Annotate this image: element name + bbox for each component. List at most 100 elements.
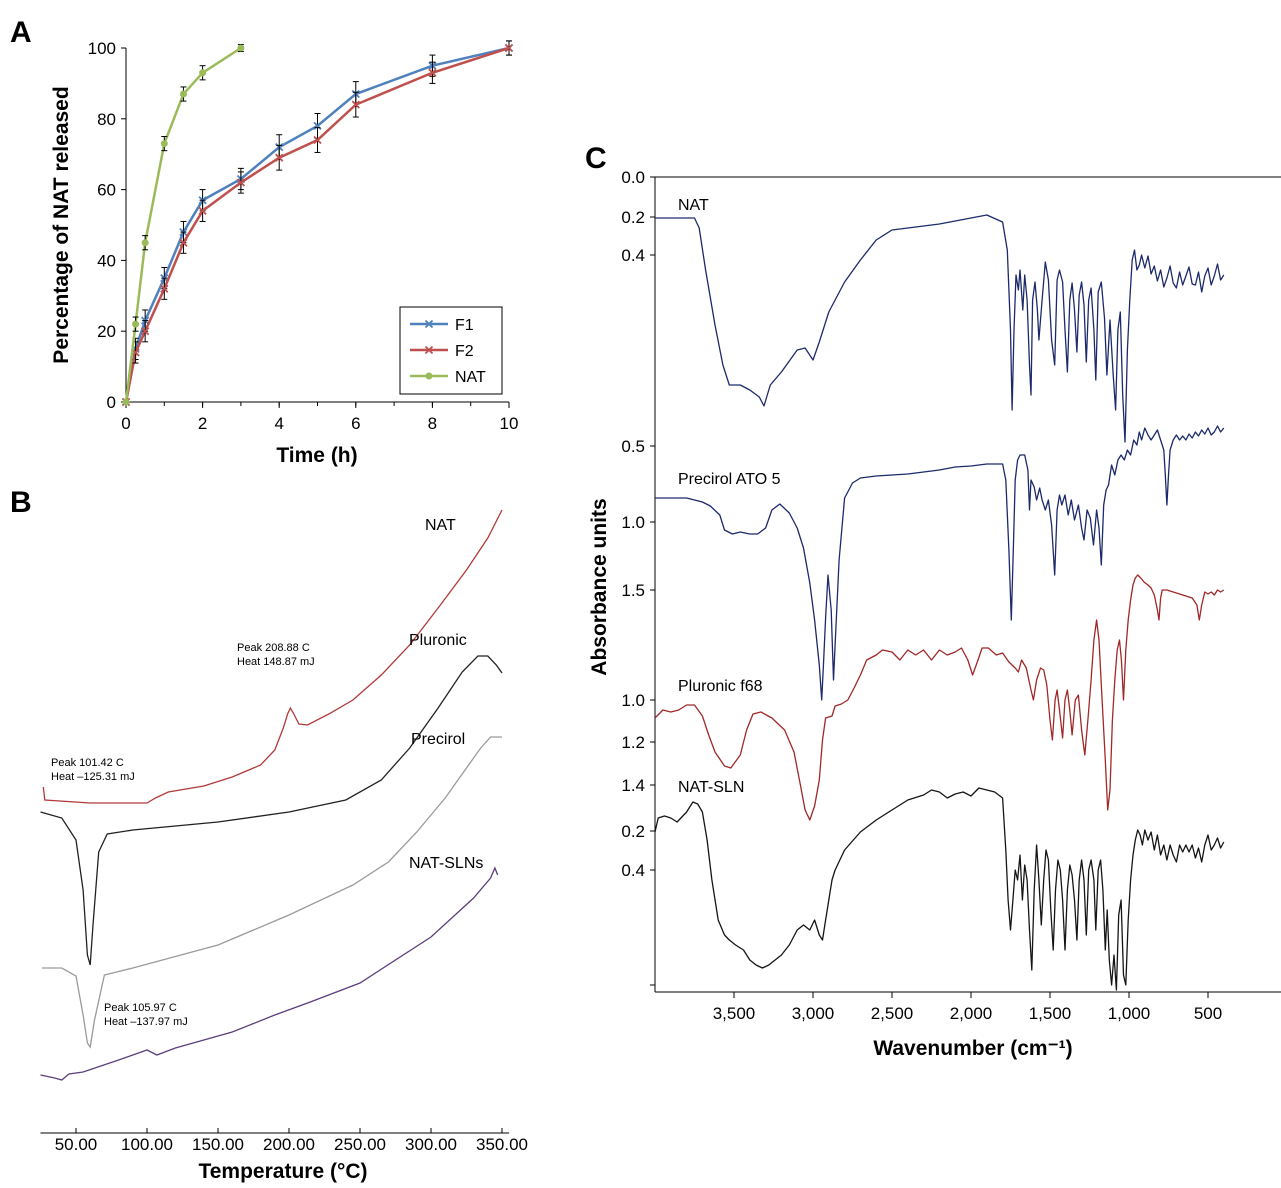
dsc-trace (40, 655, 503, 966)
ftir-label-nat-sln: NAT-SLN (678, 779, 744, 796)
ftir-traces (654, 214, 1225, 991)
ftir-spectrum (654, 574, 1225, 821)
y-tick-label: 0.4 (621, 246, 645, 265)
panel-b-letter: B (10, 486, 32, 519)
dsc-temperature-axis: 50.00 100.00 150.00 200.00 250.00 300.00 350.0… (40, 1128, 528, 1154)
data-point (504, 43, 514, 53)
dsc-annotation-peak: Peak 101.42 C (51, 757, 124, 769)
x-tick-label: 300.00 (405, 1135, 457, 1154)
legend-marker (424, 319, 434, 329)
y-tick-label: 1.2 (621, 733, 645, 752)
data-point (141, 327, 150, 336)
y-tick-label: 0.0 (621, 168, 645, 187)
y-tick-label: 40 (97, 251, 116, 270)
x-tick-label: 1,000 (1108, 1004, 1151, 1023)
legend-marker (424, 345, 434, 355)
y-tick-label: 1.5 (621, 581, 645, 600)
dsc-trace (41, 736, 502, 1049)
data-point (351, 100, 360, 109)
y-tick-label: 0.5 (621, 437, 645, 456)
data-point (132, 320, 140, 328)
ftir-y-axis-title: Absorbance units (588, 498, 611, 675)
x-tick-label: 2 (198, 414, 207, 433)
dsc-annotation-peak: Peak 208.88 C (237, 642, 310, 654)
panel-c-letter: C (585, 142, 607, 175)
data-point (199, 69, 207, 77)
data-point (275, 153, 284, 162)
dsc-annotation-peak: Peak 105.97 C (104, 1002, 177, 1014)
y-tick-label: 80 (97, 110, 116, 129)
y-tick-label: 60 (97, 181, 116, 200)
y-tick-label: 1.0 (621, 513, 645, 532)
dsc-annotation-heat: Heat –125.31 mJ (51, 771, 135, 783)
y-tick-label: 0.2 (621, 822, 645, 841)
ftir-spectrum (655, 214, 1225, 443)
x-tick-label: 100.00 (121, 1135, 173, 1154)
dsc-thermogram-chart: 50.00 100.00 150.00 200.00 250.00 300.00 350.0… (40, 509, 528, 1183)
x-tick-label: 150.00 (192, 1135, 244, 1154)
legend-label: F2 (455, 343, 474, 360)
y-tick-label: 1.4 (621, 776, 645, 795)
ftir-spectrum (655, 425, 1225, 701)
ftir-spectrum (654, 787, 1225, 991)
dsc-trace (40, 866, 499, 1081)
x-tick-label: 10 (500, 414, 519, 433)
release-series (121, 40, 514, 407)
legend-label: F1 (455, 317, 474, 334)
ftir-axes: 0.0 0.2 0.4 0.5 1.0 1.5 1.0 1.2 1.4 0.2 0.4 3,500 3,… (621, 168, 1281, 1023)
ftir-label-nat: NAT (678, 197, 709, 214)
panel-a-letter: A (10, 16, 32, 49)
x-tick-label: 0 (121, 414, 130, 433)
y-tick-label: 0.4 (621, 861, 645, 880)
x-tick-label: 250.00 (334, 1135, 386, 1154)
data-point (236, 178, 246, 187)
x-tick-label: 1,500 (1029, 1004, 1072, 1023)
y-tick-label: 0 (107, 393, 116, 412)
x-tick-label: 2,500 (871, 1004, 914, 1023)
dsc-trace (42, 509, 503, 804)
x-tick-label: 2,000 (950, 1004, 993, 1023)
x-tick-label: 500 (1194, 1004, 1222, 1023)
release-y-axis-title: Percentage of NAT released (50, 86, 73, 363)
dsc-traces (40, 509, 503, 1081)
dsc-annotation-heat: Heat 148.87 mJ (237, 656, 315, 668)
x-tick-label: 6 (351, 414, 360, 433)
dsc-label-nat: NAT (425, 517, 456, 534)
x-tick-label: 3,500 (713, 1004, 756, 1023)
dsc-x-axis-title: Temperature (°C) (198, 1160, 367, 1183)
data-point (160, 140, 168, 148)
release-profile-chart: 0 20 40 60 80 100 0 2 4 6 8 10 Time (h) Percentage … (50, 39, 518, 467)
release-legend: F1 F2 NAT (399, 306, 503, 395)
x-tick-label: 8 (428, 414, 437, 433)
release-axes: 0 20 40 60 80 100 0 2 4 6 8 10 (88, 39, 519, 433)
data-point (237, 44, 245, 52)
ftir-x-axis-title: Wavenumber (cm⁻¹) (873, 1037, 1072, 1060)
data-point (428, 68, 437, 77)
legend-label: NAT (455, 369, 486, 386)
data-point (313, 135, 322, 145)
ftir-spectra-chart: 0.0 0.2 0.4 0.5 1.0 1.5 1.0 1.2 1.4 0.2 0.4 3,500 3,… (588, 168, 1281, 1060)
dsc-label-pluronic: Pluronic (409, 632, 467, 649)
y-tick-label: 20 (97, 322, 116, 341)
data-point (313, 121, 322, 131)
data-point (179, 90, 187, 98)
x-tick-label: 3,000 (792, 1004, 835, 1023)
dsc-annotation-heat: Heat –137.97 mJ (104, 1016, 188, 1028)
dsc-label-precirol: Precirol (411, 731, 465, 748)
x-tick-label: 50.00 (55, 1135, 98, 1154)
y-tick-label: 1.0 (621, 691, 645, 710)
data-point (122, 398, 130, 406)
data-point (179, 238, 188, 247)
ftir-label-precirol: Precirol ATO 5 (678, 471, 781, 488)
data-point (198, 206, 207, 215)
x-tick-label: 350.00 (476, 1135, 528, 1154)
series-line (124, 46, 510, 403)
legend-marker (425, 372, 433, 380)
y-tick-label: 100 (88, 39, 116, 58)
y-tick-label: 0.2 (621, 208, 645, 227)
x-tick-label: 4 (274, 414, 283, 433)
release-x-axis-title: Time (h) (276, 444, 357, 467)
data-point (160, 284, 169, 293)
x-tick-label: 200.00 (263, 1135, 315, 1154)
